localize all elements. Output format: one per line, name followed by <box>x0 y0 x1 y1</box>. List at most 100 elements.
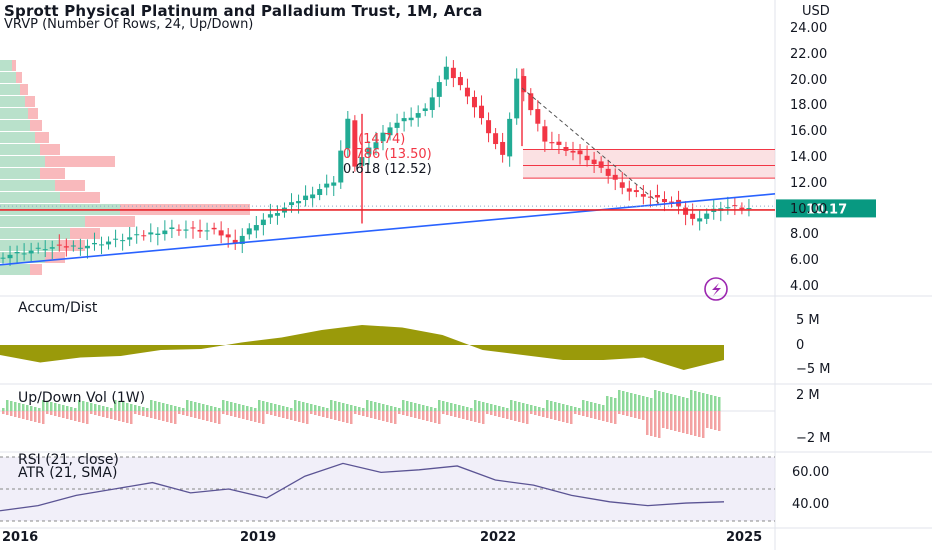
rsi-title: RSI (21, close) <box>18 452 119 468</box>
updown-vol-down-bar <box>262 411 265 424</box>
updown-vol-up-bar <box>174 406 177 411</box>
updown-vol-down-bar <box>634 411 637 418</box>
updown-vol-down-bar <box>618 411 621 414</box>
updown-vol-up-bar <box>578 408 581 411</box>
candle-body <box>345 118 351 149</box>
updown-vol-down-bar <box>586 411 589 417</box>
updown-vol-up-bar <box>14 402 17 411</box>
updown-vol-up-bar <box>438 400 441 411</box>
volume-profile-up-bar <box>0 180 55 191</box>
updown-vol-down-bar <box>626 411 629 416</box>
price-axis-tick: 6.00 <box>790 253 819 269</box>
updown-vol-down-bar <box>338 411 341 421</box>
updown-vol-up-bar <box>414 403 417 411</box>
fib-label: (14.74) <box>358 132 406 147</box>
candle-body <box>500 141 506 155</box>
updown-vol-up-bar <box>390 406 393 411</box>
updown-vol-down-bar <box>346 411 349 423</box>
updown-vol-down-bar <box>678 411 681 432</box>
candle-body <box>556 141 562 145</box>
atr-title: ATR (21, SMA) <box>18 465 118 481</box>
volume-profile-down-bar <box>60 240 85 251</box>
volume-profile-down-bar <box>12 60 16 71</box>
updown-vol-down-bar <box>210 411 213 422</box>
rsi-tick: 40.00 <box>792 497 830 512</box>
updown-vol-down-bar <box>514 411 517 421</box>
updown-vol-down-bar <box>478 411 481 423</box>
updown-vol-down-bar <box>118 411 121 421</box>
updown-vol-up-bar <box>246 406 249 411</box>
updown-vol-down-bar <box>74 411 77 421</box>
updown-vol-up-bar <box>278 405 281 411</box>
updown-vol-down-bar <box>298 411 301 422</box>
currency-button[interactable]: USD <box>802 4 830 19</box>
volume-profile-up-bar <box>0 60 12 71</box>
candle-body <box>225 234 231 238</box>
updown-vol-up-bar <box>42 400 45 411</box>
updown-vol-down-bar <box>462 411 465 419</box>
price-axis-tick: 14.00 <box>790 150 828 165</box>
updown-vol-down-bar <box>110 411 113 419</box>
updown-vol-down-bar <box>598 411 601 420</box>
candle-body <box>267 214 273 218</box>
price-axis-tick: 12.00 <box>790 175 828 191</box>
updown-vol-down-bar <box>70 411 73 420</box>
volume-profile-down-bar <box>16 72 22 83</box>
candle-body <box>464 87 470 97</box>
updown-vol-up-bar <box>126 403 129 411</box>
updown-vol-down-bar <box>550 411 553 419</box>
updown-vol-up-bar <box>350 405 353 411</box>
lightning-icon[interactable] <box>704 277 728 301</box>
vrvp-label: VRVP (Number Of Rows, 24, Up/Down) <box>4 17 254 32</box>
candle-body <box>380 132 386 142</box>
volume-profile-down-bar <box>28 108 38 119</box>
updown-vol-up-bar <box>114 400 117 411</box>
updown-vol-up-bar <box>222 400 225 411</box>
updown-vol-up-bar <box>110 408 113 411</box>
updown-vol-down-bar <box>706 411 709 428</box>
updown-vol-up-bar <box>562 404 565 411</box>
updown-vol-down-bar <box>574 411 577 414</box>
updown-vol-up-bar <box>266 402 269 411</box>
candle-body <box>521 76 527 93</box>
updown-vol-up-bar <box>362 408 365 411</box>
updown-vol-up-bar <box>430 407 433 411</box>
updown-vol-up-bar <box>58 404 61 411</box>
updown-vol-up-bar <box>678 396 681 411</box>
price-axis-tick: 10.00 <box>790 201 828 217</box>
updown-vol-up-bar <box>358 407 361 411</box>
updown-vol-down-bar <box>286 411 289 419</box>
updown-vol-down-bar <box>314 411 317 415</box>
price-axis-tick: 16.00 <box>790 124 828 140</box>
updown-vol-down-bar <box>198 411 201 419</box>
updown-vol-down-bar <box>438 411 441 424</box>
candle-body <box>14 252 20 254</box>
candle-body <box>324 183 330 188</box>
candle-body <box>436 82 442 97</box>
updown-vol-up-bar <box>638 395 641 411</box>
updown-vol-down-bar <box>46 411 49 414</box>
updown-vol-up-bar <box>194 402 197 411</box>
candle-body <box>352 120 358 167</box>
updown-vol-up-bar <box>302 402 305 411</box>
candle-body <box>289 202 295 206</box>
candle-body <box>317 189 323 195</box>
updown-vol-down-bar <box>142 411 145 416</box>
updown-vol-down-bar <box>66 411 69 419</box>
candle-body <box>640 194 646 197</box>
updown-vol-down-bar <box>582 411 585 416</box>
price-axis-tick: 24.00 <box>790 21 828 36</box>
updown-vol-up-bar <box>626 392 629 411</box>
updown-vol-up-bar <box>410 402 413 411</box>
candle-body <box>450 67 456 79</box>
rsi-pane <box>0 456 775 522</box>
updown-vol-down-bar <box>646 411 649 435</box>
updown-vol-down-bar <box>178 411 181 414</box>
updown-vol-up-bar <box>86 402 89 411</box>
updown-vol-down-bar <box>306 411 309 424</box>
updown-vol-up-bar <box>22 404 25 411</box>
updown-vol-down-bar <box>442 411 445 414</box>
updown-vol-down-bar <box>318 411 321 416</box>
time-axis-tick: 2016 <box>2 530 39 545</box>
